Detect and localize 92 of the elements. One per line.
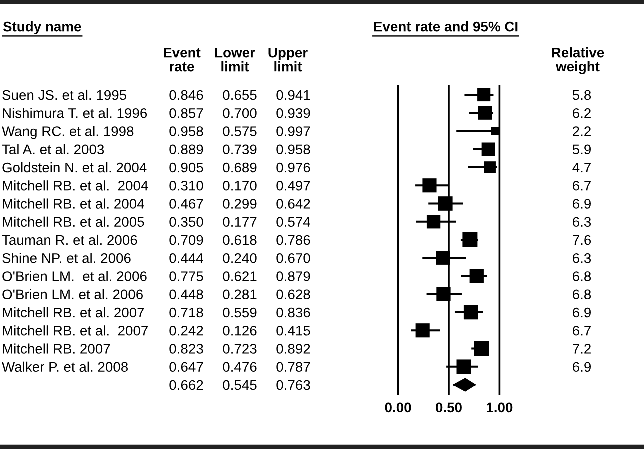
text: 6.9 [573,308,591,318]
category-label: Mitchell RB. 2007 [3,344,110,354]
text: 0.689 [223,162,257,173]
text: 0.545 [223,380,257,390]
text: 0.126 [223,326,257,336]
category-label: Suen JS. et al. 1995 [2,90,127,100]
category-label: Event rate [164,48,201,72]
text: 6.8 [573,272,592,282]
text: 0.846 [170,90,204,100]
text: 0.559 [223,308,257,318]
text: 6.9 [573,362,591,372]
text: 0.628 [276,290,310,300]
text: 0.889 [170,144,204,155]
text: 6.8 [573,290,592,300]
category-label: Mitchell RB. et al. 2007 [3,307,144,318]
category-label: O'Brien LM. et al. 2006 [2,289,144,300]
text: 0.941 [276,90,310,100]
category-label: Walker P. et al. 2008 [2,362,128,372]
text: 0.242 [170,326,204,336]
text: 6.3 [573,217,592,228]
text: 7.6 [573,235,592,246]
category-label: Tal A. et al. 2003 [2,144,104,155]
text: 0.177 [223,217,257,228]
text: 0.642 [276,199,310,209]
text: 0.939 [276,108,310,118]
text: 5.8 [572,90,592,100]
text: 0.240 [223,253,257,264]
text: 0.723 [223,344,257,354]
text: 6.2 [573,108,591,118]
category-label: Nishimura T. et al. 1996 [3,108,148,118]
text: 0.709 [170,235,204,246]
text: 0.958 [276,144,310,155]
text: 0.670 [276,253,310,264]
x-tick-label: 1.00 [487,402,513,413]
text: 0.997 [276,126,310,136]
category-label: Tauman R. et al. 2006 [2,234,138,246]
category-label: Shine NP. et al. 2006 [2,253,131,264]
text: 0.618 [223,235,257,246]
category-label: Lower limit [215,48,256,72]
text: 0.170 [223,180,257,191]
text: 0.836 [276,308,310,318]
text: 2.2 [573,126,591,136]
text: 6.7 [573,180,591,191]
text: Study name [3,22,82,34]
text: 0.892 [276,344,310,354]
category-label: Mitchell RB. et al. 2004 [3,180,148,191]
category-label: Relative weight [552,48,604,74]
text: 0.905 [170,162,204,173]
category-label: Upper limit [268,48,308,72]
text: 4.7 [572,162,591,173]
category-label: Wang RC. et al. 1998 [2,126,134,140]
text: 0.976 [276,162,310,173]
text: 0.786 [276,235,310,246]
text: 5.9 [572,144,591,155]
text: 0.299 [223,199,257,209]
category-label: Mitchell RB. et al. 2007 [3,326,148,336]
text: 0.574 [276,217,310,228]
text: 0.497 [276,180,310,191]
text: 0.415 [276,326,310,336]
text: 0.958 [170,126,204,136]
text: 0.655 [223,90,257,100]
category-label: Goldstein N. et al. 2004 [2,162,147,173]
text: 0.281 [223,290,257,300]
text: 0.823 [170,344,204,354]
text: 0.718 [170,308,204,318]
text: 0.476 [223,362,257,372]
text: 0.739 [223,144,257,155]
x-tick-label: 0.50 [436,402,462,413]
text: 0.879 [276,272,310,282]
text: 0.700 [223,108,257,118]
category-label: Mitchell RB. et al. 2005 [3,216,144,228]
text: 0.575 [223,126,257,136]
text: 6.3 [573,253,592,264]
text: 0.444 [170,253,204,264]
text: 6.7 [573,326,591,336]
text: 0.857 [170,108,204,118]
text: 0.662 [170,380,204,390]
category-label: Mitchell RB. et al. 2004 [3,198,144,209]
text: 6.9 [573,199,591,209]
text: 0.775 [170,272,204,282]
text: 0.787 [276,362,310,372]
text: 0.763 [276,380,310,390]
category-label: O'Brien LM. et al. 2006 [2,271,147,282]
text: 7.2 [573,344,591,354]
x-tick-label: 0.00 [385,402,412,413]
text: 0.647 [170,362,204,372]
x-axis-title: Event rate and 95% CI [374,22,518,32]
text: 0.448 [170,290,204,300]
text: 0.350 [170,217,204,228]
text: 0.467 [170,199,204,209]
text: 0.621 [223,272,257,282]
text: 0.310 [170,180,204,191]
